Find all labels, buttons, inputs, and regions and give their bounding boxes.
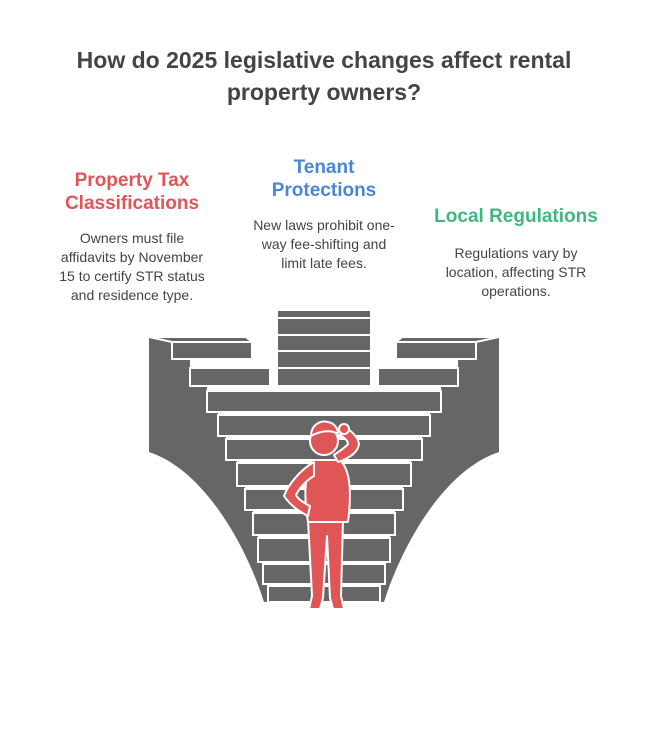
person-legs xyxy=(307,519,345,610)
property-tax-column: Property Tax Classifications Owners must… xyxy=(40,169,224,305)
tenant-protections-column: Tenant Protections New laws prohibit one… xyxy=(232,156,416,273)
person-right-arm xyxy=(333,426,360,463)
person-left-arm xyxy=(283,461,315,517)
person-hair xyxy=(310,420,339,437)
heading-line: Property Tax xyxy=(74,170,190,191)
right-upper-step xyxy=(393,336,500,360)
left-upper-step xyxy=(148,336,255,360)
description-line: affidavits by November xyxy=(60,249,204,265)
tenant-protections-description: New laws prohibit one- way fee-shifting … xyxy=(232,216,416,273)
property-tax-heading: Property Tax Classifications xyxy=(40,169,224,215)
description-line: location, affecting STR xyxy=(445,264,587,280)
left-wall xyxy=(149,337,268,602)
property-tax-description: Owners must file affidavits by November … xyxy=(40,229,224,305)
left-second-step xyxy=(189,367,271,387)
description-line: way fee-shifting and xyxy=(261,236,387,252)
description-line: and residence type. xyxy=(70,287,194,303)
description-line: Regulations vary by xyxy=(454,245,578,261)
description-line: operations. xyxy=(481,283,551,299)
description-line: Owners must file xyxy=(79,230,185,246)
description-line: New laws prohibit one- xyxy=(253,217,395,233)
tenant-protections-heading: Tenant Protections xyxy=(232,156,416,202)
thinking-person xyxy=(283,420,360,610)
heading-line: Protections xyxy=(271,180,377,201)
heading-line: Local Regulations xyxy=(434,206,598,227)
center-pillar xyxy=(276,309,372,387)
local-regulations-description: Regulations vary by location, affecting … xyxy=(420,244,612,301)
person-hand xyxy=(338,423,350,435)
right-second-step xyxy=(377,367,459,387)
right-wall xyxy=(380,337,499,602)
diagram-title: How do 2025 legislative changes affect r… xyxy=(76,47,572,105)
heading-line: Tenant xyxy=(293,157,355,178)
description-line: limit late fees. xyxy=(281,255,367,271)
local-regulations-heading: Local Regulations xyxy=(420,205,612,228)
heading-line: Classifications xyxy=(64,193,200,214)
local-regulations-column: Local Regulations Regulations vary by lo… xyxy=(420,205,612,301)
description-line: 15 to certify STR status xyxy=(59,268,205,284)
